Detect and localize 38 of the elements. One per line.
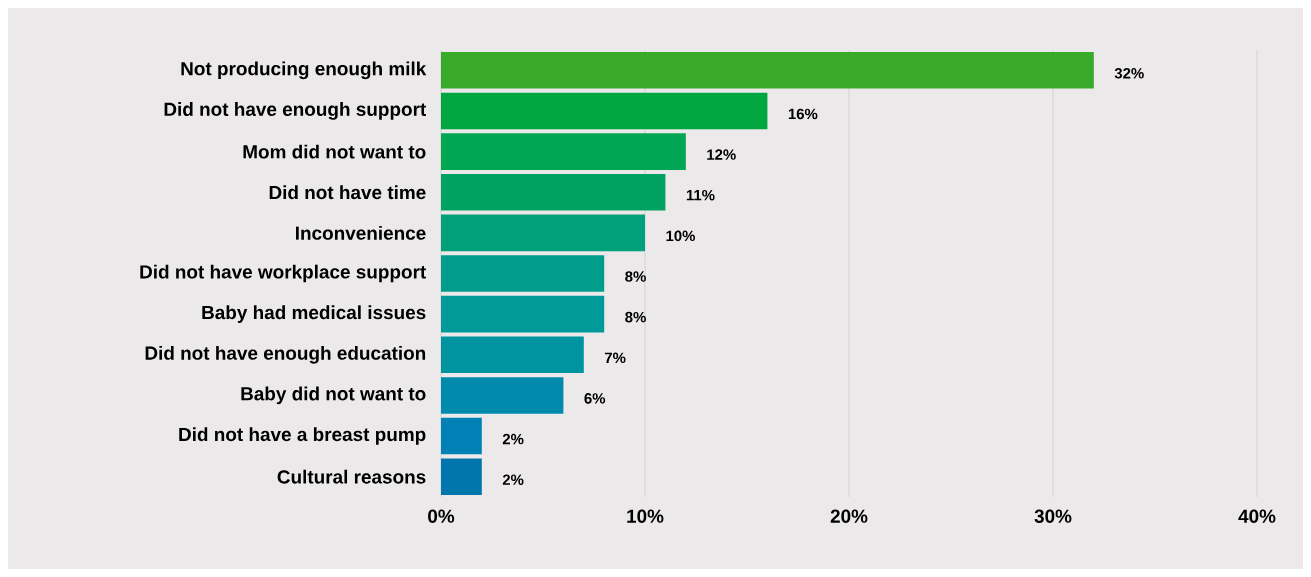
data-label: 6% xyxy=(584,393,606,404)
bar xyxy=(441,295,605,333)
data-label: 2% xyxy=(502,433,524,445)
x-tick-label: 30% xyxy=(1034,509,1072,523)
y-tick-label: Baby had medical issues xyxy=(202,305,426,323)
bar xyxy=(441,336,584,374)
bar xyxy=(441,214,645,252)
data-label: 2% xyxy=(502,474,524,485)
y-tick-label: Did not have enough education xyxy=(145,345,426,364)
y-tick-label: Cultural reasons xyxy=(277,469,426,484)
data-label: 8% xyxy=(625,271,646,282)
data-label: 8% xyxy=(625,311,646,323)
bar xyxy=(441,52,1094,89)
y-tick-label: Not producing enough milk xyxy=(181,61,427,80)
bar xyxy=(441,92,768,130)
x-tick-label: 10% xyxy=(627,509,664,523)
bar xyxy=(441,133,686,170)
y-tick-label: Did not have enough support xyxy=(164,102,427,120)
data-label: 11% xyxy=(686,189,715,201)
data-label: 32% xyxy=(1114,68,1144,79)
y-tick-label: Inconvenience xyxy=(296,225,426,240)
y-tick-label: Did not have a breast pump xyxy=(179,427,426,445)
x-tick-label: 40% xyxy=(1238,509,1276,523)
data-label: 12% xyxy=(707,149,736,160)
data-label: 16% xyxy=(788,108,818,120)
y-tick-label: Baby did not want to xyxy=(241,386,426,405)
y-tick-label: Did not have workplace support xyxy=(140,264,426,283)
bar xyxy=(441,458,482,495)
data-label: 10% xyxy=(666,230,696,242)
x-tick-label: 0% xyxy=(428,509,455,523)
y-tick-label: Mom did not want to xyxy=(243,144,426,159)
x-tick-label: 20% xyxy=(830,509,868,523)
bar xyxy=(441,377,564,414)
bar xyxy=(441,417,482,455)
bar xyxy=(441,255,605,292)
bar xyxy=(441,173,666,211)
y-tick-label: Did not have time xyxy=(269,185,426,200)
data-label: 7% xyxy=(604,352,626,364)
